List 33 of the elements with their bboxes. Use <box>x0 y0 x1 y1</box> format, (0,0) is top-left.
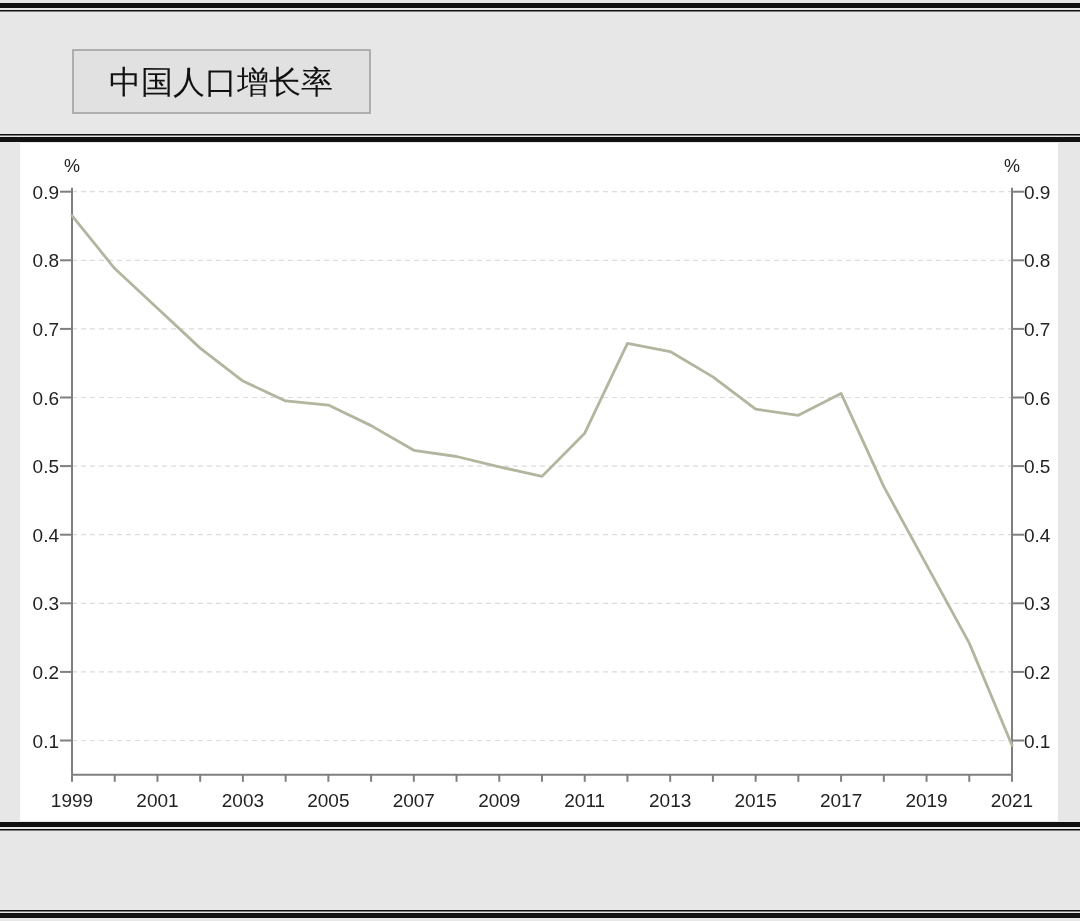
y2-tick-label: 0.7 <box>1024 318 1051 340</box>
x-tick-label: 2021 <box>990 789 1034 811</box>
y2-axis-title: % <box>1004 155 1020 176</box>
y-tick-label: 0.1 <box>32 730 59 752</box>
x-tick-label: 1999 <box>50 789 94 811</box>
x-tick-label: 2011 <box>564 789 606 811</box>
y-tick-label: 0.6 <box>32 387 59 409</box>
y2-tick-label: 0.6 <box>1024 387 1051 409</box>
y-axis-title: % <box>64 155 80 176</box>
x-tick-label: 2007 <box>392 789 435 811</box>
y-tick-label: 0.5 <box>32 456 59 478</box>
x-tick-label: 2017 <box>819 789 863 811</box>
x-tick-label: 2005 <box>307 789 350 811</box>
x-tick-label: 2003 <box>221 789 265 811</box>
y-tick-label: 0.9 <box>32 181 59 203</box>
x-tick-label: 2013 <box>649 789 692 811</box>
title-text: 中国人口增长率 <box>109 63 333 101</box>
y2-tick-label: 0.8 <box>1024 250 1051 272</box>
x-tick-label: 2019 <box>905 789 948 811</box>
y2-tick-label: 0.3 <box>1024 593 1051 615</box>
x-tick-label: 2001 <box>136 789 179 811</box>
y2-tick-label: 0.9 <box>1024 181 1051 203</box>
y2-tick-label: 0.5 <box>1024 456 1051 478</box>
y2-tick-label: 0.2 <box>1024 661 1051 683</box>
y-tick-label: 0.7 <box>32 318 59 340</box>
y-tick-label: 0.4 <box>32 524 59 546</box>
y-tick-label: 0.8 <box>32 250 59 272</box>
x-tick-label: 2009 <box>478 789 521 811</box>
x-tick-label: 2015 <box>734 789 777 811</box>
y2-tick-label: 0.1 <box>1024 730 1051 752</box>
y2-tick-label: 0.4 <box>1024 524 1051 546</box>
y-tick-label: 0.2 <box>32 661 59 683</box>
y-tick-label: 0.3 <box>32 593 59 615</box>
